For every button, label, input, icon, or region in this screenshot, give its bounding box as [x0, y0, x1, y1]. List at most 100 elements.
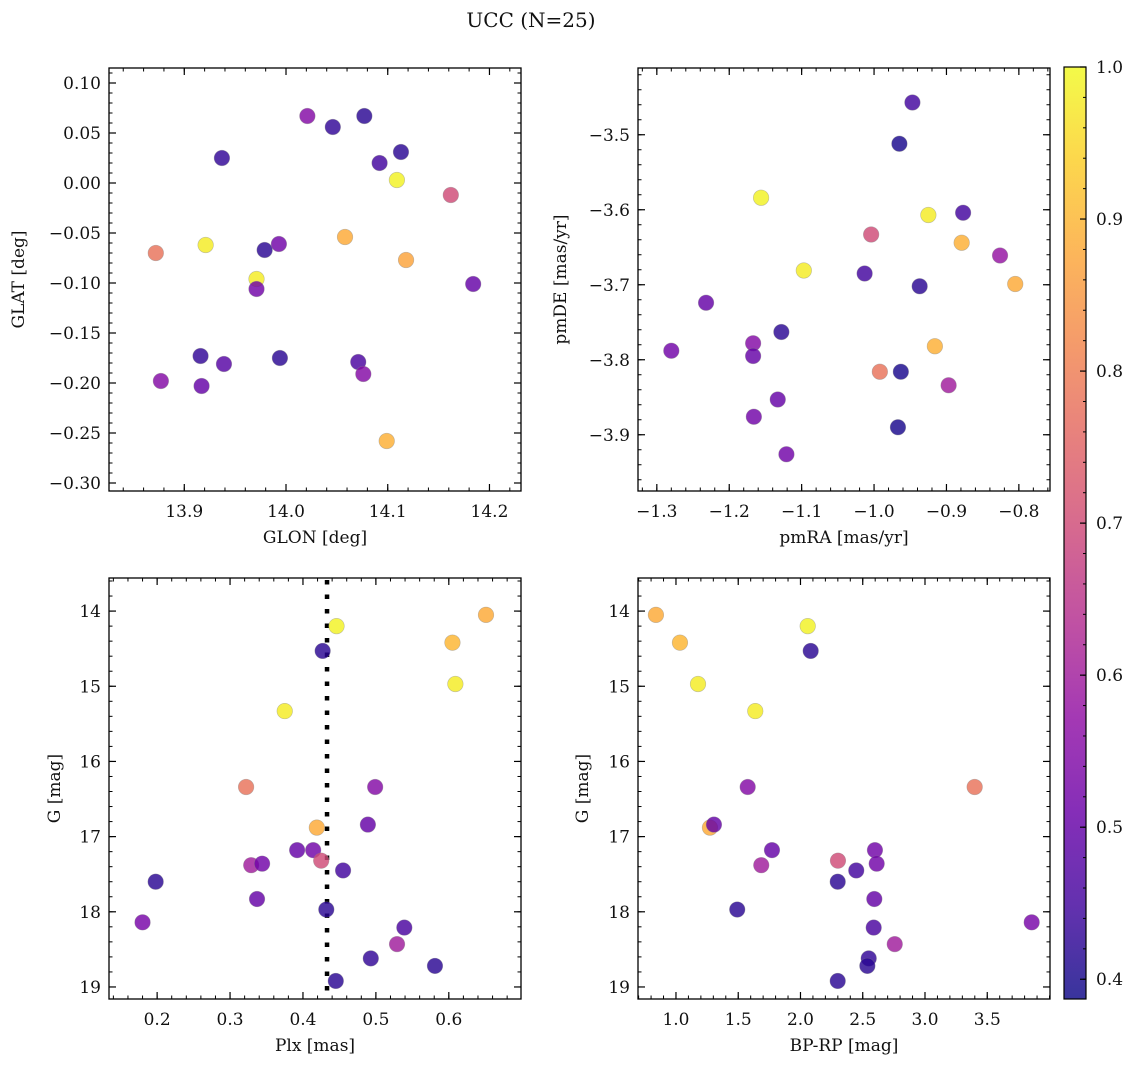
scatter-points	[147, 107, 482, 450]
scatter-point	[336, 228, 354, 246]
scatter-point	[763, 842, 781, 859]
x-tick-label: 2.0	[787, 1010, 814, 1030]
scatter-point	[359, 816, 376, 833]
x-tick-label: 0.2	[144, 1010, 171, 1030]
scatter-point	[147, 873, 164, 890]
scatter-point	[778, 446, 795, 463]
scatter-point	[388, 171, 405, 189]
scatter-point	[866, 842, 884, 859]
colorbar-tick-label: 0.7	[1096, 514, 1123, 534]
y-axis-label: G [mag]	[45, 754, 65, 823]
axes-frame	[637, 67, 1051, 492]
x-tick-label: 3.0	[911, 1010, 938, 1030]
axes-frame	[637, 577, 1051, 1000]
colorbar-frame	[1063, 66, 1087, 1000]
scatter-panel-4: 1.0 1.5 2.0 2.5 3.0 3.5 14 15 16 17 18 19 BP-RP [mag…	[573, 577, 1051, 1056]
x-tick-label: 14.2	[471, 502, 509, 522]
scatter-point	[647, 606, 665, 623]
x-tick-label: 1.0	[662, 1010, 689, 1030]
x-tick-label: −1.0	[853, 502, 894, 522]
x-tick-label: −1.1	[781, 502, 822, 522]
scatter-point	[314, 642, 331, 660]
scatter-point	[254, 855, 271, 872]
colorbar-tick-label: 1.0	[1096, 58, 1123, 78]
scatter-points	[663, 94, 1024, 463]
colorbar-tick-label: 0.8	[1096, 362, 1123, 382]
scatter-point	[753, 857, 770, 874]
scatter-point	[388, 936, 406, 953]
colorbar-tick-label: 0.4	[1096, 970, 1123, 990]
scatter-point	[444, 634, 461, 651]
y-tick-label: −3.6	[589, 201, 630, 221]
scatter-point	[940, 377, 957, 394]
scatter-point	[868, 855, 885, 872]
x-tick-label: 1.5	[725, 1010, 752, 1030]
scatter-point	[1007, 275, 1024, 293]
scatter-point	[663, 342, 680, 359]
y-tick-label: 14	[608, 602, 630, 622]
scatter-point	[865, 919, 882, 936]
scatter-point	[705, 816, 723, 833]
y-axis-label: GLAT [deg]	[9, 230, 29, 328]
y-tick-label: −3.8	[589, 351, 630, 371]
colorbar-tick-label: 0.5	[1096, 818, 1123, 838]
y-tick-label: 17	[608, 828, 630, 848]
scatter-point	[856, 265, 873, 282]
scatter-point	[739, 778, 756, 796]
x-tick-label: 14.0	[267, 502, 305, 522]
scatter-point	[371, 154, 388, 172]
scatter-point	[465, 275, 482, 293]
y-axis-label: G [mag]	[573, 754, 593, 823]
x-tick-label: 0.6	[435, 1010, 462, 1030]
x-tick-label: 0.5	[362, 1010, 389, 1030]
scatter-point	[904, 94, 921, 111]
y-tick-label: −3.9	[589, 426, 630, 446]
y-tick-label: 17	[79, 828, 101, 848]
y-tick-label: 0.05	[63, 124, 101, 144]
y-tick-label: 15	[608, 677, 630, 697]
scatter-point	[367, 778, 384, 796]
scatter-point	[147, 244, 164, 262]
colorbar: 0.4 0.5 0.6 0.7 0.8 0.9 1.0	[1063, 58, 1123, 1000]
scatter-point	[193, 377, 210, 395]
scatter-point	[356, 107, 373, 125]
scatter-point	[327, 972, 344, 990]
scatter-point	[299, 107, 316, 125]
scatter-point	[248, 890, 266, 908]
y-tick-label: −0.15	[49, 324, 101, 344]
scatter-point	[747, 702, 764, 720]
x-tick-label: −0.8	[998, 502, 1039, 522]
y-axis-label: pmDE [mas/yr]	[551, 214, 571, 344]
scatter-point	[392, 143, 410, 161]
scatter-points	[647, 606, 1040, 990]
scatter-point	[863, 226, 880, 243]
scatter-point	[313, 852, 330, 869]
x-tick-label: 2.5	[849, 1010, 876, 1030]
minor-ticks	[638, 578, 1051, 999]
colorbar-tick-label: 0.6	[1096, 666, 1123, 686]
y-tick-label: 16	[79, 752, 101, 772]
y-tick-label: 14	[79, 602, 101, 622]
scatter-point	[799, 618, 816, 635]
scatter-point	[1023, 914, 1040, 931]
scatter-point	[334, 862, 352, 879]
scatter-point	[891, 135, 908, 152]
scatter-point	[237, 778, 255, 796]
scatter-point	[866, 890, 883, 908]
scatter-point	[848, 862, 865, 879]
scatter-point	[920, 206, 937, 224]
minor-ticks	[638, 68, 1050, 491]
colorbar-tick-label: 0.9	[1096, 210, 1123, 230]
scatter-point	[886, 936, 903, 953]
x-axis-label: Plx [mas]	[275, 1036, 355, 1056]
scatter-point	[953, 234, 970, 251]
panels: 13.9 14.0 14.1 14.2 0.10 0.05 0.00 −0.05 −0.10 −0…	[9, 67, 1051, 1056]
scatter-point	[892, 363, 909, 380]
y-tick-label: 0.00	[63, 174, 101, 194]
y-tick-label: 18	[79, 903, 101, 923]
y-tick-label: −0.20	[49, 374, 101, 394]
scatter-point	[256, 241, 273, 259]
x-axis-label: BP-RP [mag]	[790, 1036, 899, 1056]
scatter-point	[447, 675, 464, 693]
